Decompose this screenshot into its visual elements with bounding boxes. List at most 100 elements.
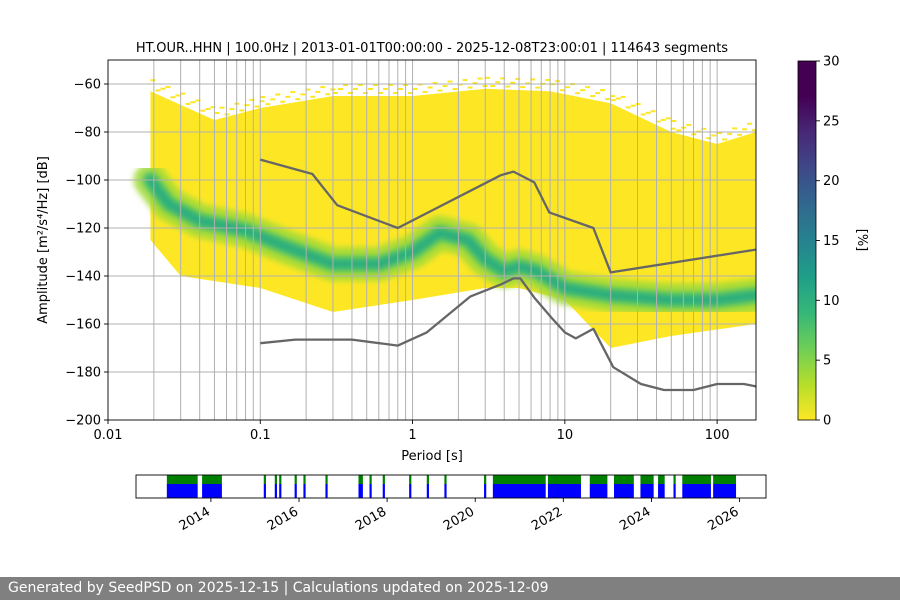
- colorbar-ticks: 0 5 10 15 20 25 30: [816, 55, 840, 429]
- colorbar-label: [%]: [854, 229, 869, 252]
- density-speckle: [585, 86, 591, 89]
- y-tick-label: −200: [65, 414, 101, 429]
- colorbar-tick-label: 15: [823, 234, 840, 249]
- density-speckle: [660, 118, 666, 121]
- density-speckle: [249, 98, 255, 101]
- density-speckle: [422, 91, 428, 94]
- model-curve-high: [259, 158, 756, 274]
- density-speckle: [665, 117, 671, 120]
- density-speckle: [290, 91, 296, 94]
- density-speckle: [510, 81, 516, 84]
- timeline-tick-label: 2020: [441, 504, 477, 534]
- timeline-tick-label: 2016: [265, 504, 301, 534]
- density-speckle: [565, 86, 571, 89]
- density-speckle: [640, 113, 646, 116]
- availability-segment-top: [358, 475, 363, 484]
- density-speckle: [477, 77, 483, 80]
- colorbar-tick-label: 5: [823, 354, 831, 369]
- density-speckle: [397, 88, 403, 90]
- model-curve-low: [260, 277, 756, 392]
- density-speckle: [382, 88, 388, 90]
- density-speckle: [595, 92, 601, 95]
- density-speckle: [200, 109, 206, 112]
- density-speckle: [442, 85, 448, 88]
- availability-segment-top: [294, 475, 297, 484]
- x-tick-label: 100: [705, 428, 730, 443]
- density-speckle: [737, 133, 743, 136]
- density-speckle: [254, 105, 260, 108]
- density-speckle: [437, 89, 443, 92]
- density-speckle: [352, 88, 358, 90]
- density-speckle: [325, 93, 331, 96]
- density-speckle: [605, 98, 611, 101]
- availability-segment-top: [166, 475, 198, 484]
- availability-segment-top: [274, 475, 277, 484]
- density-speckle: [219, 106, 225, 109]
- timeline-tick-label: 2018: [353, 504, 389, 534]
- density-speckle: [320, 86, 326, 89]
- availability-segment-bottom: [263, 484, 266, 498]
- density-speckle: [610, 95, 616, 98]
- density-speckle: [205, 107, 211, 110]
- availability-segment-bottom: [358, 484, 363, 498]
- density-speckle: [600, 89, 606, 92]
- density-speckle: [635, 103, 641, 106]
- density-speckle: [244, 104, 250, 107]
- density-speckle: [747, 122, 753, 125]
- colorbar-tick-label: 10: [823, 294, 840, 309]
- psd-plot-area: [108, 60, 756, 420]
- density-speckle: [490, 84, 496, 87]
- availability-segment-bottom: [202, 484, 222, 498]
- x-tick-label: 0.1: [250, 428, 271, 443]
- y-tick-label: −160: [65, 318, 101, 333]
- availability-segment-bottom: [682, 484, 711, 498]
- density-speckle: [742, 128, 748, 131]
- density-speckle: [357, 84, 363, 86]
- density-speckle: [500, 77, 506, 80]
- availability-segment-top: [202, 475, 222, 484]
- colorbar-tick-label: 30: [823, 55, 840, 70]
- colorbar-tick-label: 25: [823, 114, 840, 129]
- psd-axes: 0.01 0.1 1 10 100 −60 −80 −100 −120 −140 −160 −180 −…: [65, 59, 757, 443]
- availability-segment-top: [382, 475, 385, 484]
- density-speckle: [575, 92, 581, 95]
- availability-segment-bottom: [484, 484, 487, 498]
- density-speckle: [210, 106, 216, 109]
- plot-frame: [107, 59, 757, 421]
- density-speckle: [650, 110, 656, 113]
- density-speckle: [275, 93, 281, 96]
- availability-segment-top: [547, 475, 581, 484]
- availability-segment-bottom: [673, 484, 676, 498]
- y-tick-label: −80: [74, 126, 101, 141]
- availability-segment-bottom: [325, 484, 328, 498]
- density-speckle: [620, 95, 626, 98]
- colorbar-gradient: [797, 60, 817, 421]
- availability-segment-top: [369, 475, 372, 484]
- density-speckle: [392, 92, 398, 94]
- density-speckle: [310, 95, 316, 98]
- density-speckle: [407, 92, 413, 94]
- density-speckle: [195, 99, 201, 102]
- density-speckle: [170, 96, 176, 99]
- density-speckle: [265, 103, 271, 106]
- availability-segment-top: [325, 475, 328, 484]
- density-speckle: [300, 93, 306, 96]
- density-speckle: [630, 104, 636, 107]
- availability-segment-top: [279, 475, 282, 484]
- density-speckle: [485, 76, 491, 79]
- availability-segment-top: [444, 475, 447, 484]
- density-speckle: [150, 79, 156, 82]
- availability-segment-bottom: [294, 484, 297, 498]
- chart-title: HT.OUR..HHN | 100.0Hz | 2013-01-01T00:00…: [136, 41, 728, 56]
- density-speckle: [412, 88, 418, 90]
- density-speckle: [580, 89, 586, 92]
- density-speckle: [467, 86, 473, 89]
- availability-segment-top: [589, 475, 608, 484]
- availability-segment-top: [614, 475, 634, 484]
- density-speckle: [239, 109, 245, 112]
- y-tick-label: −140: [65, 270, 101, 285]
- colorbar-tick-label: 0: [823, 414, 831, 429]
- availability-segment-bottom: [382, 484, 385, 498]
- density-speckle: [387, 84, 393, 86]
